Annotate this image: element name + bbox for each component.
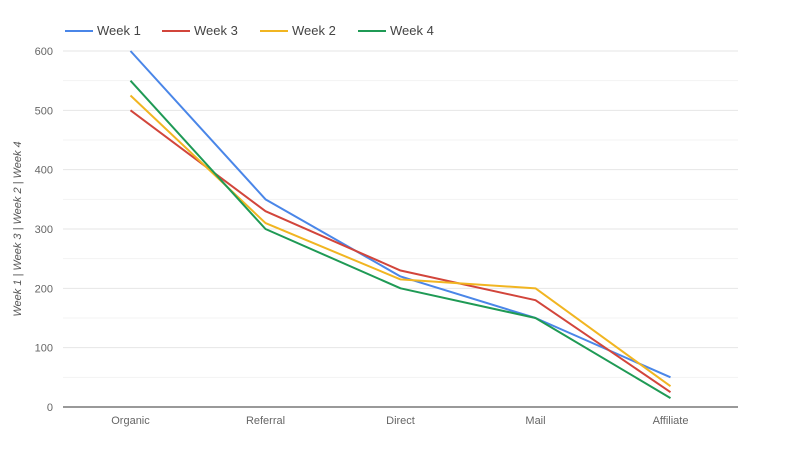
x-tick-label: Referral bbox=[246, 415, 285, 427]
legend-item[interactable]: Week 3 bbox=[162, 23, 238, 38]
y-tick-label: 500 bbox=[35, 105, 53, 117]
series-line-week-4 bbox=[129, 79, 672, 399]
legend-item[interactable]: Week 1 bbox=[65, 23, 141, 38]
series-line-week-3 bbox=[129, 109, 672, 393]
series-lines bbox=[129, 50, 672, 399]
gridlines bbox=[63, 50, 738, 378]
y-tick-label: 600 bbox=[35, 46, 53, 58]
x-tick-label: Mail bbox=[525, 415, 545, 427]
series-line-week-1 bbox=[129, 50, 671, 379]
x-axis-ticks: Organic Referral Direct Mail Affiliate bbox=[111, 415, 688, 427]
x-tick-label: Organic bbox=[111, 415, 150, 427]
y-tick-label: 200 bbox=[35, 283, 53, 295]
y-tick-label: 0 bbox=[47, 402, 53, 414]
legend-label: Week 1 bbox=[97, 23, 141, 38]
y-tick-label: 100 bbox=[35, 343, 53, 355]
y-axis-ticks: 0 100 200 300 400 500 600 bbox=[35, 46, 53, 414]
y-tick-label: 300 bbox=[35, 224, 53, 236]
x-tick-label: Direct bbox=[386, 415, 415, 427]
y-axis-label: Week 1 | Week 3 | Week 2 | Week 4 bbox=[12, 141, 24, 316]
x-tick-label: Affiliate bbox=[653, 415, 689, 427]
legend-item[interactable]: Week 4 bbox=[358, 23, 434, 38]
legend-label: Week 2 bbox=[292, 23, 336, 38]
legend-item[interactable]: Week 2 bbox=[260, 23, 336, 38]
y-tick-label: 400 bbox=[35, 165, 53, 177]
legend-label: Week 3 bbox=[194, 23, 238, 38]
legend: Week 1 Week 3 Week 2 Week 4 bbox=[65, 23, 434, 38]
legend-label: Week 4 bbox=[390, 23, 434, 38]
